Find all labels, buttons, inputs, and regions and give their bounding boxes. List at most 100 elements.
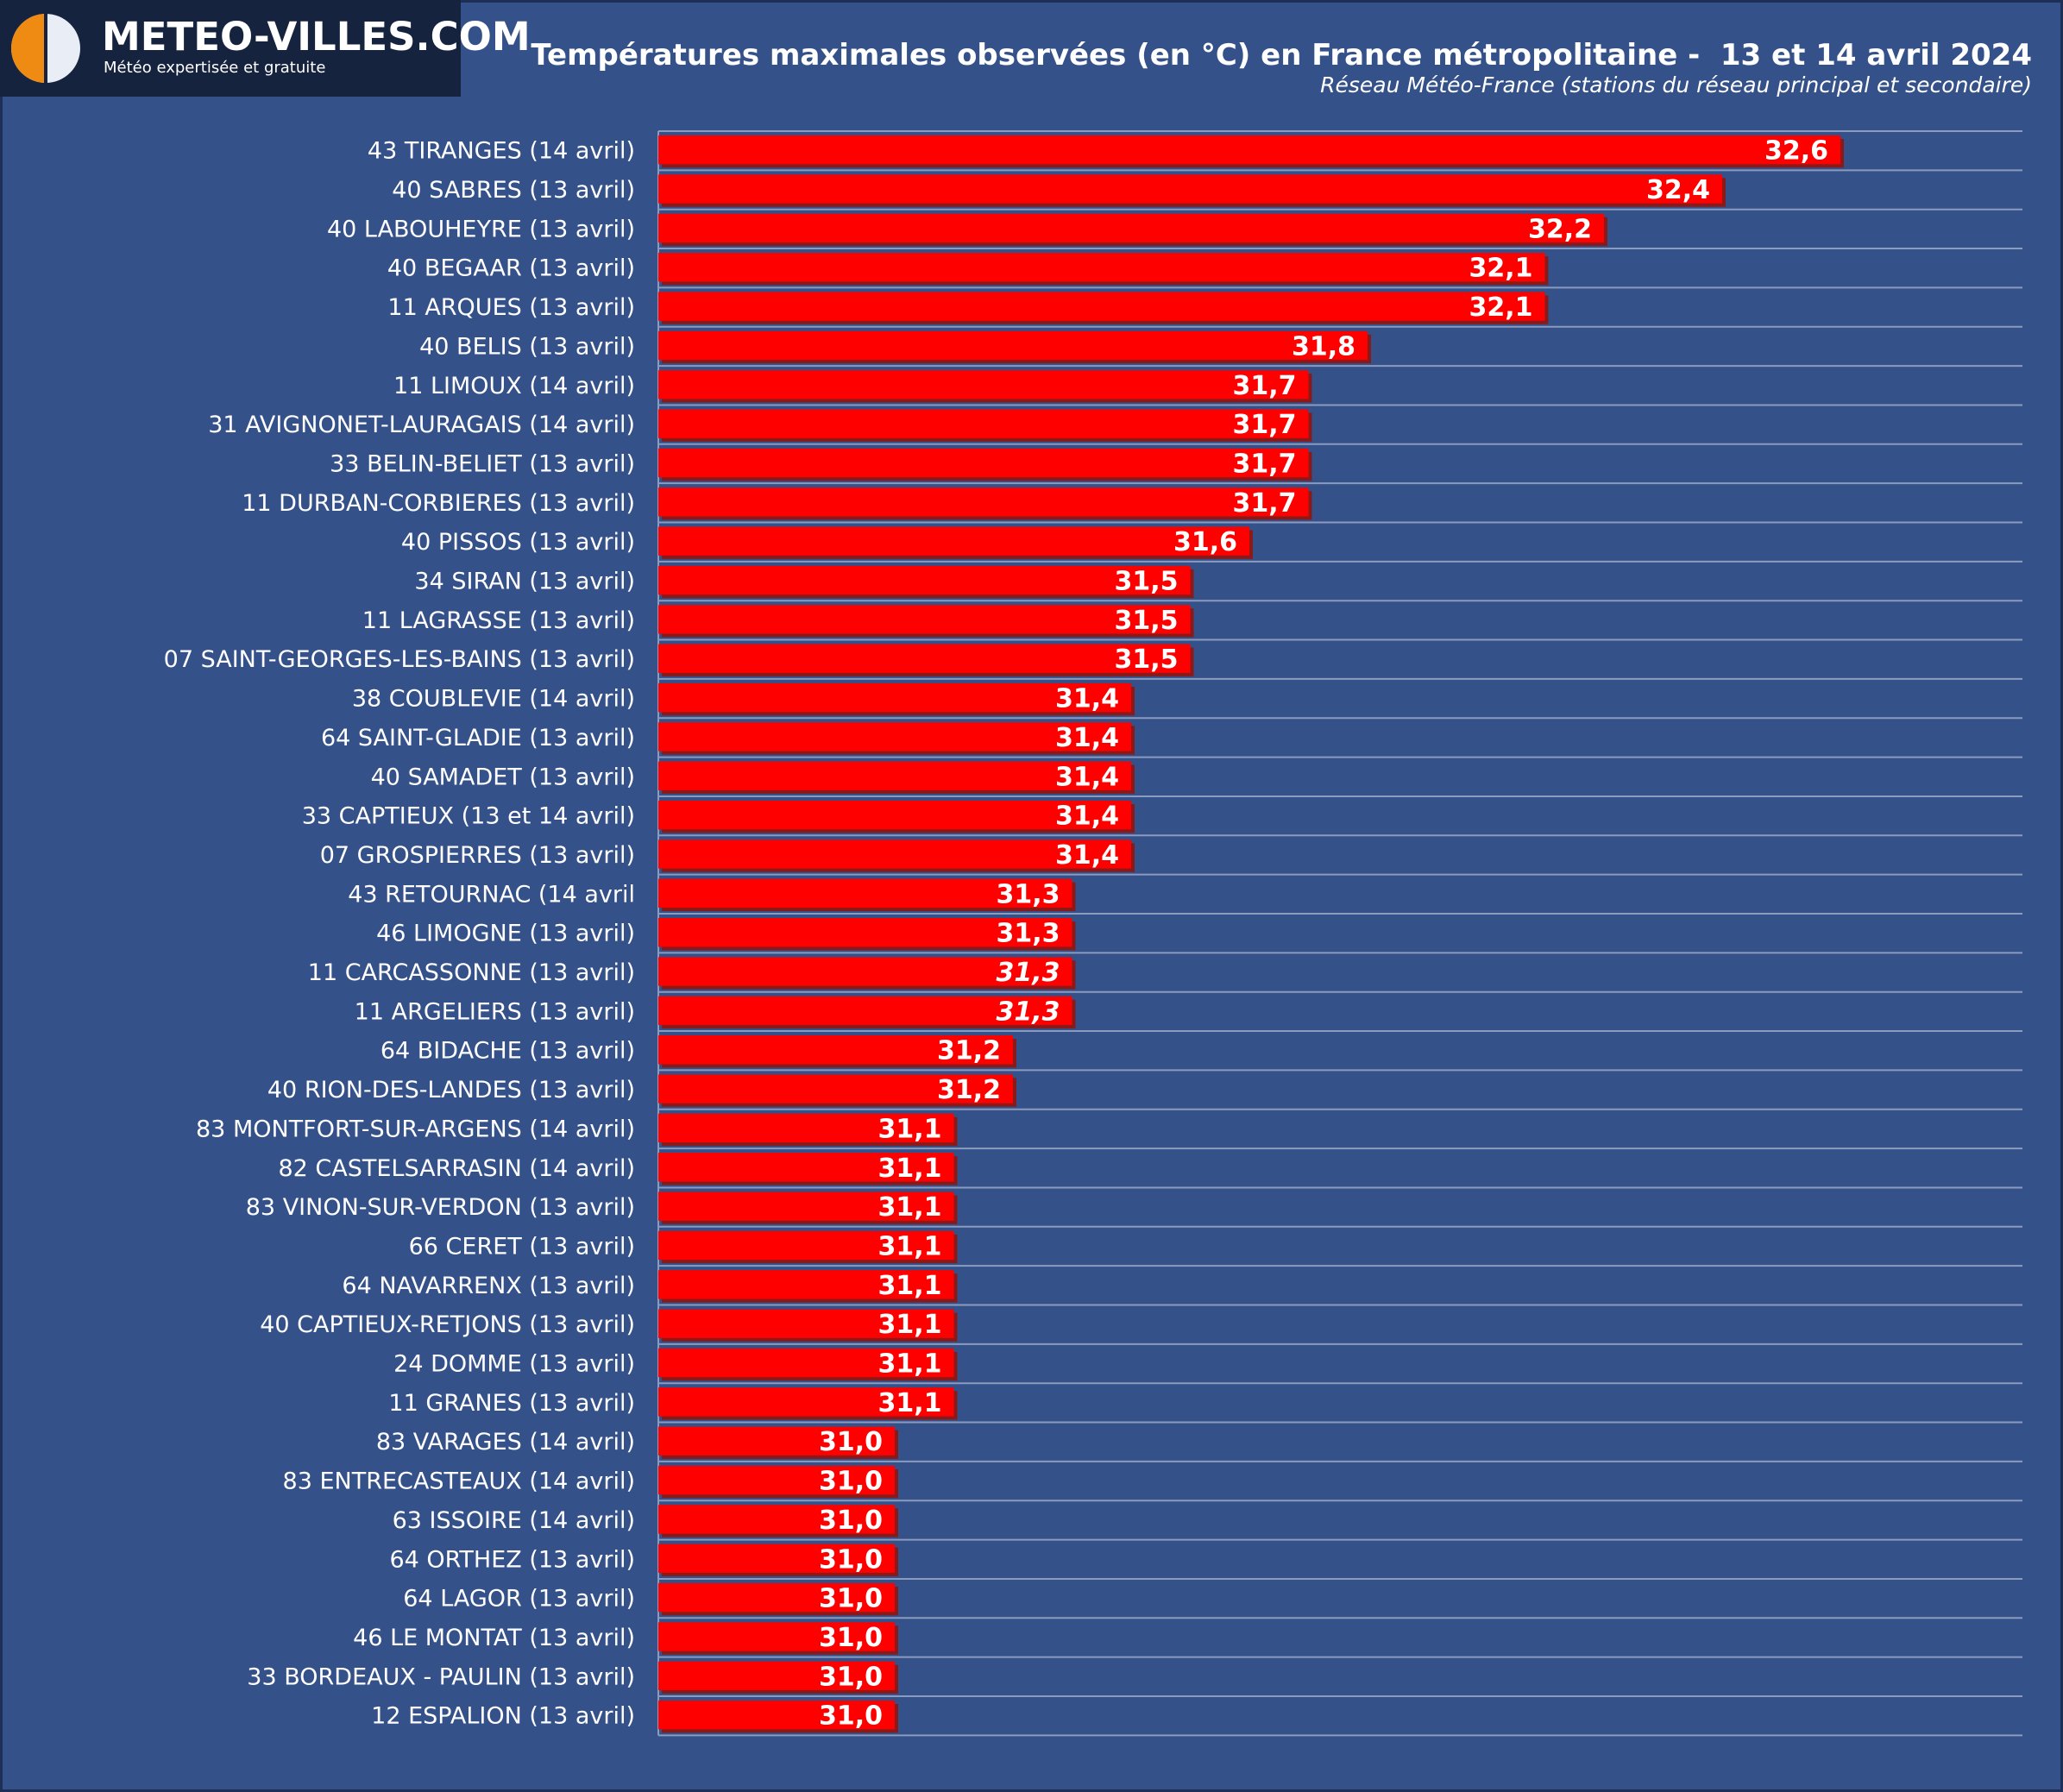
bar	[658, 213, 1604, 243]
bar	[658, 878, 1072, 908]
category-label: 11 ARQUES (13 avril)	[387, 294, 635, 321]
bar	[658, 644, 1191, 673]
bar	[658, 1465, 895, 1495]
value-label: 31,1	[877, 1349, 941, 1380]
bar	[658, 565, 1191, 595]
value-label: 31,7	[1232, 488, 1296, 519]
category-label: 46 LIMOGNE (13 avril)	[376, 921, 635, 947]
bar	[658, 1192, 954, 1221]
bar	[658, 487, 1309, 517]
bar	[658, 1544, 895, 1573]
bar	[658, 722, 1131, 751]
value-label: 31,0	[819, 1544, 883, 1575]
value-label: 31,0	[819, 1584, 883, 1614]
category-label: 12 ESPALION (13 avril)	[371, 1703, 635, 1730]
value-label: 31,2	[937, 1075, 1001, 1105]
bar	[658, 526, 1249, 556]
category-label: 40 SABRES (13 avril)	[392, 177, 635, 204]
value-label: 31,6	[1173, 527, 1237, 557]
value-label: 31,4	[1055, 723, 1119, 753]
category-label: 82 CASTELSARRASIN (14 avril)	[278, 1155, 635, 1182]
category-label: 33 CAPTIEUX (13 et 14 avril)	[302, 803, 635, 830]
bar	[658, 409, 1309, 438]
value-label: 31,3	[996, 997, 1060, 1027]
bar	[658, 1113, 954, 1143]
category-label: 40 LABOUHEYRE (13 avril)	[327, 216, 635, 242]
bar	[658, 1309, 954, 1338]
category-label: 43 TIRANGES (14 avril)	[368, 138, 635, 165]
category-label: 40 RION-DES-LANDES (13 avril)	[267, 1077, 635, 1103]
category-label: 40 CAPTIEUX-RETJONS (13 avril)	[260, 1311, 635, 1338]
value-label: 31,1	[877, 1271, 941, 1301]
category-label: 34 SIRAN (13 avril)	[414, 569, 635, 595]
value-label: 32,1	[1469, 254, 1532, 284]
bar	[658, 1505, 895, 1534]
category-label: 83 VARAGES (14 avril)	[376, 1429, 635, 1456]
category-label: 40 BEGAAR (13 avril)	[387, 255, 635, 282]
value-label: 31,2	[937, 1036, 1001, 1066]
bar	[658, 1622, 895, 1651]
bar	[658, 1230, 954, 1261]
value-label: 31,1	[877, 1154, 941, 1184]
category-label: 83 ENTRECASTEAUX (14 avril)	[283, 1468, 635, 1495]
bar	[658, 1661, 895, 1690]
category-label: 11 DURBAN-CORBIERES (13 avril)	[242, 490, 635, 517]
value-label: 32,4	[1646, 175, 1710, 205]
category-label: 83 MONTFORT-SUR-ARGENS (14 avril)	[196, 1116, 635, 1142]
value-label: 31,1	[877, 1231, 941, 1261]
chart-title: Températures maximales observées (en °C)…	[531, 38, 2032, 72]
value-label: 31,3	[996, 879, 1060, 909]
category-label: 40 PISSOS (13 avril)	[401, 529, 635, 556]
category-label: 40 BELIS (13 avril)	[419, 333, 635, 360]
category-label: 64 SAINT-GLADIE (13 avril)	[321, 725, 635, 751]
value-label: 32,6	[1764, 136, 1828, 167]
chart-subtitle: Réseau Météo-France (stations du réseau …	[1320, 72, 2032, 97]
category-label: 38 COUBLEVIE (14 avril)	[352, 686, 635, 713]
bar	[658, 448, 1309, 478]
category-label: 07 SAINT-GEORGES-LES-BAINS (13 avril)	[164, 646, 635, 673]
value-label: 31,0	[819, 1467, 883, 1497]
value-label: 31,7	[1232, 371, 1296, 401]
bar	[658, 1074, 1013, 1103]
category-label: 07 GROSPIERRES (13 avril)	[320, 842, 635, 869]
category-label: 11 LIMOUX (14 avril)	[393, 373, 635, 399]
value-label: 31,1	[877, 1388, 941, 1418]
category-label: 31 AVIGNONET-LAURAGAIS (14 avril)	[208, 412, 635, 438]
category-label: 66 CERET (13 avril)	[409, 1233, 635, 1260]
value-label: 31,0	[819, 1701, 883, 1732]
category-label: 43 RETOURNAC (14 avril	[348, 881, 635, 908]
category-label: 64 NAVARRENX (13 avril)	[342, 1273, 635, 1299]
category-label: 63 ISSOIRE (14 avril)	[393, 1507, 635, 1534]
value-label: 31,5	[1114, 606, 1178, 636]
value-label: 31,4	[1055, 684, 1119, 714]
bar	[658, 800, 1131, 830]
category-label: 33 BELIN-BELIET (13 avril)	[330, 450, 635, 477]
value-label: 31,0	[819, 1623, 883, 1653]
category-label: 40 SAMADET (13 avril)	[371, 764, 635, 790]
value-label: 31,5	[1114, 644, 1178, 675]
bar	[658, 1701, 895, 1730]
category-label: 11 CARCASSONNE (13 avril)	[308, 959, 635, 986]
bar	[658, 253, 1545, 282]
value-label: 31,1	[877, 1192, 941, 1223]
category-label: 64 BIDACHE (13 avril)	[381, 1038, 635, 1065]
logo-tagline: Météo expertisée et gratuite	[104, 59, 326, 77]
category-label: 11 LAGRASSE (13 avril)	[362, 607, 635, 634]
value-label: 31,3	[996, 919, 1060, 949]
bar	[658, 1348, 954, 1378]
bar	[658, 370, 1309, 399]
value-label: 32,1	[1469, 292, 1532, 323]
logo[interactable]: METEO-VILLES.COM Météo expertisée et gra…	[0, 0, 531, 97]
half-moon-logo-icon	[11, 14, 80, 83]
value-label: 31,1	[877, 1310, 941, 1340]
bar	[658, 1035, 1013, 1065]
category-label: 24 DOMME (13 avril)	[393, 1351, 635, 1378]
value-label: 31,7	[1232, 449, 1296, 479]
bar	[658, 1153, 954, 1182]
bar	[658, 839, 1131, 869]
bar	[658, 957, 1072, 986]
bar	[658, 1387, 954, 1417]
bar	[658, 682, 1131, 713]
